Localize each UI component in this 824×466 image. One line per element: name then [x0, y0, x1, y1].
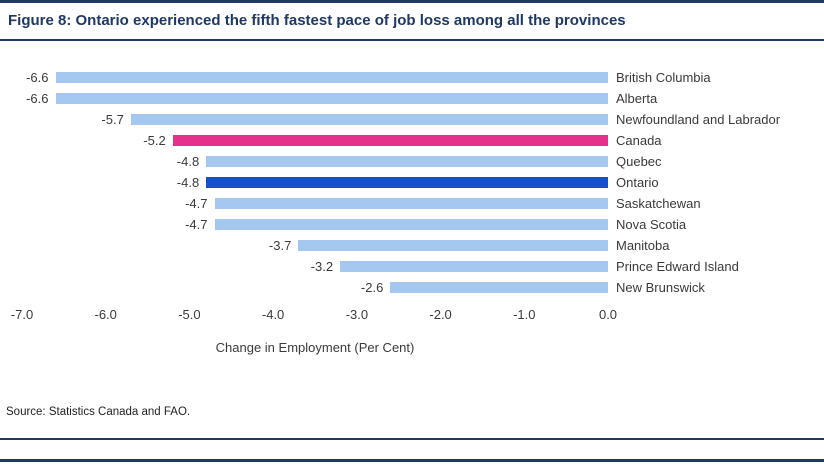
plot-cell: -6.6	[22, 70, 608, 85]
bottom-rule-thick	[0, 459, 824, 462]
bar-row: -4.8 Quebec	[22, 151, 824, 172]
bar-row: -5.7 Newfoundland and Labrador	[22, 109, 824, 130]
category-label: Nova Scotia	[616, 216, 687, 232]
plot-cell: -5.7	[22, 112, 608, 127]
bar-default	[340, 260, 608, 272]
bar-ontario	[206, 176, 608, 188]
x-axis: -7.0 -6.0 -5.0 -4.0 -3.0 -2.0 -1.0 0.0	[11, 306, 617, 325]
bar-default	[214, 218, 608, 230]
plot-cell: -4.8	[22, 154, 608, 169]
bar-default	[55, 71, 608, 83]
bar-default	[298, 239, 608, 251]
x-tick-label: -6.0	[94, 306, 117, 322]
bar-default	[214, 197, 608, 209]
x-tick-label: -7.0	[10, 306, 34, 322]
category-label: Alberta	[616, 90, 658, 106]
top-rule	[0, 0, 824, 3]
bar-row: -5.2 Canada	[22, 130, 824, 151]
category-label: Quebec	[616, 153, 662, 169]
bar-canada	[172, 134, 608, 146]
bar-row: -6.6 Alberta	[22, 88, 824, 109]
category-label: Prince Edward Island	[616, 258, 739, 274]
value-label: -2.6	[360, 279, 384, 295]
value-label: -3.2	[310, 258, 334, 274]
category-label: British Columbia	[616, 69, 711, 85]
plot-cell: -3.7	[22, 238, 608, 253]
bottom-rule-thin	[0, 438, 824, 440]
category-label: Newfoundland and Labrador	[616, 111, 781, 127]
bar-chart: -6.6 British Columbia -6.6 Alberta -5.7 Newfo…	[0, 67, 824, 355]
category-label: Ontario	[616, 174, 659, 190]
plot-cell: -2.6	[22, 280, 608, 295]
figure-title: Figure 8: Ontario experienced the fifth …	[8, 12, 626, 29]
x-axis-label: Change in Employment (Per Cent)	[215, 339, 415, 355]
x-tick-label: -5.0	[178, 306, 201, 322]
category-label: Saskatchewan	[616, 195, 701, 211]
plot-cell: -4.7	[22, 196, 608, 211]
plot-cell: -6.6	[22, 91, 608, 106]
source-note: Source: Statistics Canada and FAO.	[6, 406, 191, 418]
bar-default	[390, 281, 608, 293]
bar-row: -3.7 Manitoba	[22, 235, 824, 256]
plot-cell: -4.8	[22, 175, 608, 190]
bar-row: -4.7 Nova Scotia	[22, 214, 824, 235]
bar-default	[206, 155, 608, 167]
value-label: -4.7	[185, 216, 208, 232]
value-label: -5.2	[143, 132, 166, 148]
bar-row: -3.2 Prince Edward Island	[22, 256, 824, 277]
value-label: -4.8	[176, 174, 200, 190]
value-label: -6.6	[26, 90, 49, 106]
bar-row: -4.7 Saskatchewan	[22, 193, 824, 214]
bar-row: -4.8 Ontario	[22, 172, 824, 193]
x-tick-label: 0.0	[598, 306, 618, 322]
x-tick-label: -4.0	[261, 306, 285, 322]
value-label: -4.8	[176, 153, 200, 169]
plot-cell: -5.2	[22, 133, 608, 148]
category-label: New Brunswick	[616, 279, 705, 295]
bar-row: -2.6 New Brunswick	[22, 277, 824, 298]
plot-cell: -3.2	[22, 259, 608, 274]
category-label: Manitoba	[616, 237, 670, 253]
bar-default	[55, 92, 608, 104]
x-tick-label: -2.0	[429, 306, 452, 322]
value-label: -3.7	[268, 237, 292, 253]
x-tick-label: -1.0	[513, 306, 536, 322]
bar-rows: -6.6 British Columbia -6.6 Alberta -5.7 Newfo…	[22, 67, 824, 298]
category-label: Canada	[616, 132, 662, 148]
bar-row: -6.6 British Columbia	[22, 67, 824, 88]
bar-default	[130, 113, 608, 125]
value-label: -4.7	[185, 195, 208, 211]
value-label: -5.7	[101, 111, 124, 127]
value-label: -6.6	[26, 69, 49, 85]
x-tick-label: -3.0	[345, 306, 369, 322]
title-rule	[0, 38, 824, 41]
plot-cell: -4.7	[22, 217, 608, 232]
